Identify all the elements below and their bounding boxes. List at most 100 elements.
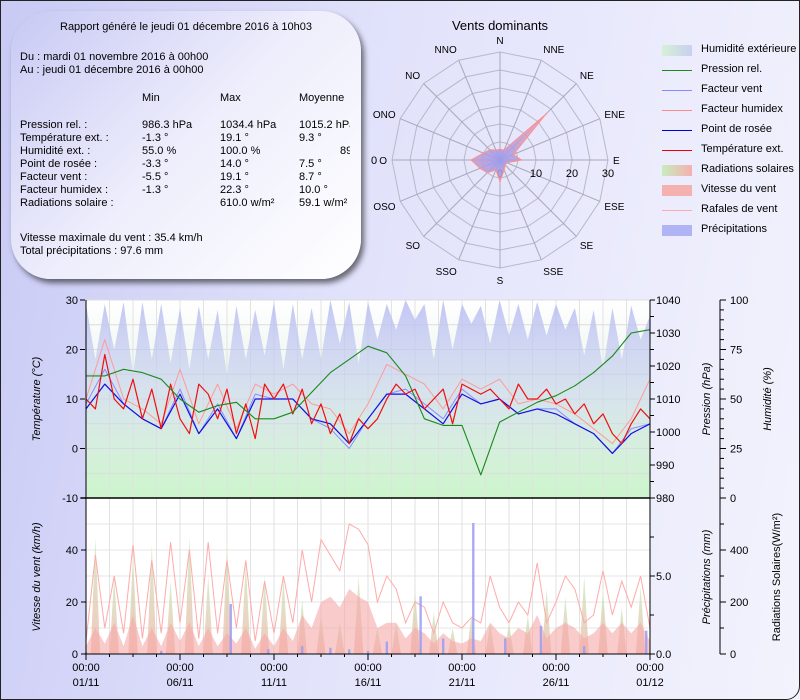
- solar-radiation-peak: [259, 576, 270, 654]
- wind-rose-point: [495, 149, 497, 151]
- legend-item: Température ext.: [660, 140, 800, 160]
- col-header-avg: Moyenne: [299, 92, 345, 104]
- x-tick-time: 00:00: [448, 662, 476, 674]
- wind-rose-point: [512, 153, 515, 156]
- legend-label: Vitesse du vent: [701, 183, 777, 195]
- wind-rose-spoke: [499, 159, 577, 237]
- x-tick-date: 01/11: [73, 677, 100, 689]
- pressure-tick-label: 1010: [656, 394, 680, 406]
- stat-avg: 10.0 °: [299, 184, 328, 196]
- wind-rose-point: [545, 113, 547, 115]
- humidity-tick-label: 100: [730, 295, 748, 307]
- precip-axis-title: Précipitations (mm): [701, 529, 713, 624]
- wind-direction-label: OSO: [373, 202, 395, 213]
- precipitation-bar: [385, 641, 388, 654]
- stat-label: Facteur humidex :: [20, 184, 109, 196]
- wind-rose-point: [499, 180, 501, 183]
- wind-direction-label: ONO: [373, 110, 396, 121]
- legend-item: Facteur humidex: [660, 100, 800, 120]
- wind-direction-label: ESE: [604, 202, 624, 213]
- pressure-tick-label: 990: [656, 460, 674, 472]
- x-tick-time: 00:00: [72, 662, 100, 674]
- legend-item: Pression rel.: [660, 60, 800, 80]
- wind-rose-spoke: [499, 118, 600, 161]
- legend-line-swatch: [662, 210, 692, 211]
- wind-rose-point: [503, 169, 505, 171]
- wind-direction-label: O: [379, 156, 387, 167]
- precip-tick-label: 5.0: [656, 571, 671, 583]
- wind-rose-spoke: [423, 83, 501, 161]
- wind-rose-spoke: [458, 159, 501, 260]
- x-tick-date: 21/11: [449, 677, 476, 689]
- solar-radiation-peak: [147, 544, 157, 654]
- precipitation-bar: [348, 649, 351, 654]
- max-wind: Vitesse maximale du vent : 35.4 km/h: [20, 232, 203, 244]
- legend-item: Précipitations: [660, 220, 800, 240]
- x-tick-time: 00:00: [542, 662, 570, 674]
- stat-label: Température ext. :: [20, 132, 109, 144]
- pressure-line: [86, 329, 651, 476]
- pressure-tick-label: 1020: [656, 361, 680, 373]
- solar-radiation-peak: [222, 544, 232, 654]
- precipitation-bar: [583, 646, 586, 654]
- pressure-axis-title: Pression (hPa): [701, 362, 713, 435]
- precipitation-bar: [504, 638, 507, 654]
- stat-min: -1.3 °: [142, 184, 169, 196]
- legend-item: Point de rosée: [660, 120, 800, 140]
- legend-label: Précipitations: [701, 223, 768, 235]
- wind-direction-label: ENE: [604, 110, 625, 121]
- precipitation-bar: [329, 647, 332, 654]
- x-tick-date: 26/11: [543, 677, 570, 689]
- report-title: Rapport généré le jeudi 01 décembre 2016…: [60, 21, 312, 33]
- stat-avg: 9.3 °: [299, 132, 322, 144]
- stat-max: 610.0 w/m²: [220, 197, 275, 209]
- pressure-tick-label: 1040: [656, 295, 680, 307]
- legend-label: Radiations solaires: [701, 163, 794, 175]
- legend-label: Pression rel.: [701, 63, 763, 75]
- solar-radiation-peak: [579, 576, 589, 654]
- pressure-tick-label: 980: [656, 493, 674, 505]
- humidity-axis-title: Humidité (%): [762, 367, 774, 431]
- pressure-tick-label: 1000: [656, 427, 680, 439]
- wind-rose-spoke: [458, 60, 501, 161]
- precipitation-bar: [539, 625, 543, 654]
- wind-rose-point: [495, 169, 497, 171]
- wind-rose-point: [479, 167, 481, 170]
- radial-tick-label-west: 0: [371, 155, 377, 167]
- wind-speed-area: [86, 589, 650, 654]
- stat-max: 22.3 °: [220, 184, 249, 196]
- x-tick-time: 00:00: [166, 662, 194, 674]
- legend-line-swatch: [662, 130, 692, 131]
- wind-rose-point: [503, 149, 505, 151]
- wind-direction-label: NE: [580, 71, 594, 82]
- stat-min: -3.3 °: [142, 158, 169, 170]
- legend-line-swatch: [662, 90, 692, 91]
- x-tick-date: 06/11: [167, 677, 194, 689]
- wind-direction-label: SO: [406, 241, 421, 252]
- solar-tick-label: 200: [730, 597, 748, 609]
- humidity-tick-label: 75: [730, 345, 742, 357]
- summary-panel: Rapport généré le jeudi 01 décembre 2016…: [11, 11, 361, 279]
- stat-max: 19.1 °: [220, 132, 249, 144]
- precipitation-bar: [160, 650, 163, 654]
- legend-area-swatch: [662, 165, 692, 176]
- wind-direction-label: NNO: [435, 45, 457, 56]
- legend-line-swatch: [662, 70, 692, 71]
- wind-rose-title: Vents dominants: [452, 18, 549, 33]
- wind-direction-label: SSE: [543, 267, 563, 278]
- stat-label: Humidité ext. :: [20, 145, 91, 157]
- dew-point-line: [85, 383, 651, 454]
- wind-rose-point: [482, 152, 485, 154]
- legend-label: Facteur vent: [701, 83, 763, 95]
- wind-rose-spoke: [499, 159, 600, 202]
- wind-rose-spoke: [499, 159, 542, 260]
- period-to: Au : jeudi 01 décembre 2016 à 00h00: [20, 64, 204, 76]
- x-tick-date: 11/11: [261, 677, 287, 689]
- legend-area-swatch: [662, 225, 692, 236]
- col-header-max: Max: [220, 92, 241, 104]
- solar-tick-label: 400: [730, 545, 748, 557]
- pressure-tick-label: 1030: [656, 328, 680, 340]
- wind-rose-point: [489, 149, 491, 151]
- wind-direction-label: SSO: [436, 267, 457, 278]
- weather-chart: -100102030980990100010101020103010400255…: [31, 295, 783, 689]
